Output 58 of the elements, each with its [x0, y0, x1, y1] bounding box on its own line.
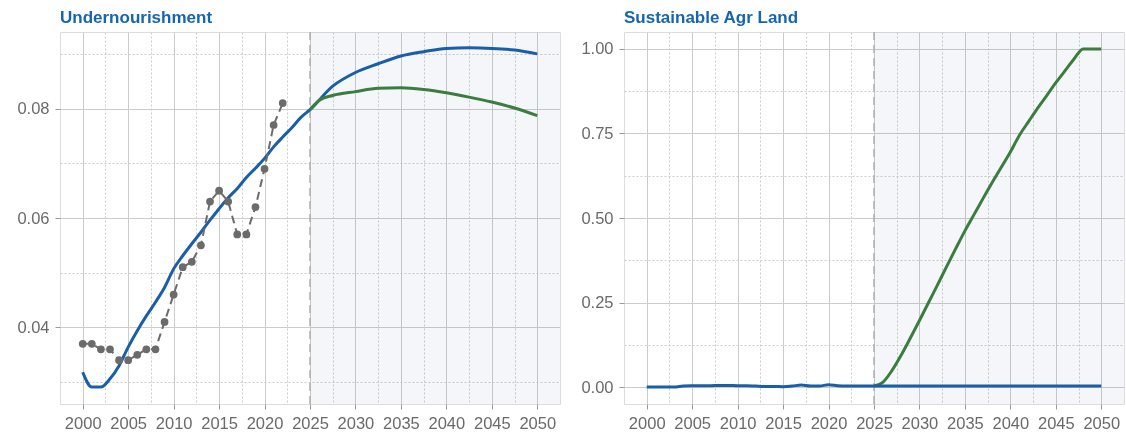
- point: [197, 241, 205, 250]
- x-tick-label: 2035: [383, 413, 420, 432]
- y-tick-label: 0.00: [581, 377, 614, 396]
- x-tick-label: 2010: [719, 413, 757, 432]
- point: [178, 263, 187, 272]
- x-tick-label: 2020: [810, 413, 848, 432]
- y-tick-label: 0.04: [17, 317, 50, 336]
- y-tick-label: 0.50: [581, 208, 614, 227]
- point: [278, 99, 287, 107]
- x-tick-label: 2005: [110, 413, 148, 432]
- point: [169, 290, 178, 299]
- point: [124, 356, 133, 365]
- x-tick-label: 2005: [674, 413, 712, 432]
- x-tick-label: 2015: [765, 413, 802, 432]
- line-series: [308, 86, 539, 118]
- y-tick-label: 0.06: [17, 208, 50, 227]
- point: [115, 356, 123, 365]
- y-tick-label: 0.08: [17, 99, 50, 118]
- y-tick-label: 0.75: [581, 123, 614, 142]
- point: [251, 203, 260, 211]
- x-tick-label: 2010: [155, 413, 193, 432]
- x-tick-label: 2015: [201, 413, 238, 432]
- x-tick-label: 2000: [628, 413, 666, 432]
- x-tick-label: 2040: [992, 413, 1030, 432]
- point: [187, 257, 196, 266]
- point: [78, 339, 87, 348]
- point: [106, 345, 114, 354]
- point: [224, 197, 233, 206]
- x-tick-label: 2030: [337, 413, 375, 432]
- point: [151, 345, 160, 354]
- point: [97, 345, 105, 354]
- x-tick-label: 2025: [292, 413, 329, 432]
- point: [206, 197, 214, 206]
- x-tick-label: 2045: [473, 413, 511, 432]
- x-tick-label: 2045: [1037, 413, 1075, 432]
- line-series: [81, 46, 539, 389]
- x-tick-label: 2030: [901, 413, 939, 432]
- chart-title: Sustainable Agr Land: [624, 8, 799, 28]
- point: [242, 230, 251, 239]
- x-tick-label: 2000: [64, 413, 102, 432]
- line-series: [872, 47, 1103, 388]
- x-tick-label: 2025: [856, 413, 893, 432]
- x-tick-label: 2035: [947, 413, 984, 432]
- point: [142, 345, 151, 354]
- x-tick-label: 2040: [428, 413, 466, 432]
- chart-title: Undernourishment: [60, 8, 213, 28]
- point: [215, 186, 223, 195]
- point: [260, 164, 269, 173]
- point: [233, 230, 242, 239]
- y-tick-label: 1.00: [581, 39, 614, 58]
- point: [87, 339, 96, 348]
- x-tick-label: 2050: [519, 413, 557, 432]
- point: [160, 318, 169, 326]
- x-tick-label: 2050: [1083, 413, 1121, 432]
- point: [269, 121, 278, 129]
- point: [133, 350, 142, 359]
- y-tick-label: 0.25: [581, 293, 614, 312]
- x-tick-label: 2020: [246, 413, 284, 432]
